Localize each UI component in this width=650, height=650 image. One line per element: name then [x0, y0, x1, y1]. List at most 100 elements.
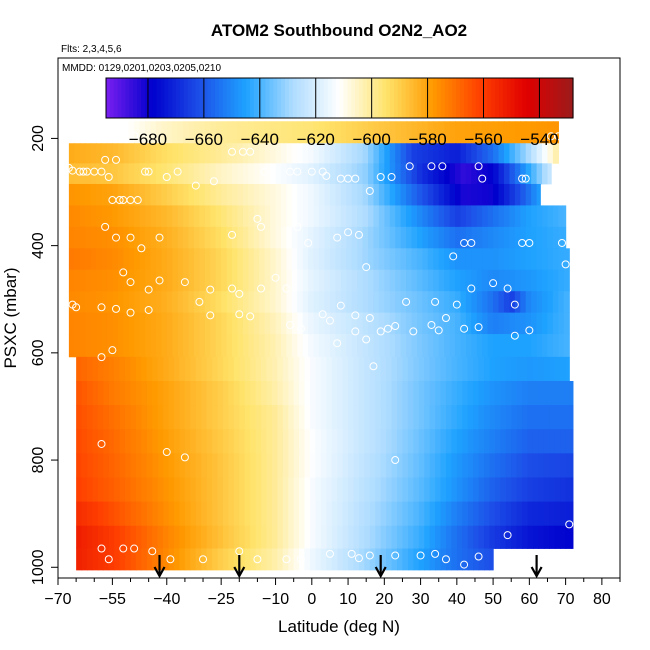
heatmap-cell: [531, 143, 538, 164]
heatmap-cell: [351, 291, 358, 314]
heatmap-cell: [465, 183, 472, 206]
heatmap-cell: [139, 226, 146, 249]
sample-point: [441, 555, 450, 564]
heatmap-cell: [565, 405, 572, 430]
heatmap-cell: [440, 356, 447, 382]
heatmap-cell: [340, 312, 347, 335]
heatmap-cell: [244, 356, 251, 382]
x-tick-label: 50: [484, 591, 502, 608]
heatmap-cell: [255, 429, 262, 454]
heatmap-cell: [293, 356, 300, 382]
colorbar-swatch: [545, 78, 551, 118]
heatmap-cell: [145, 269, 152, 292]
heatmap-cell: [357, 334, 364, 358]
heatmap-cell: [199, 121, 206, 144]
heatmap-cell: [277, 525, 284, 549]
heatmap-cell: [288, 405, 295, 430]
sample-point: [257, 284, 266, 293]
heatmap-cell: [487, 121, 494, 144]
sample-point: [554, 132, 563, 141]
sample-point: [97, 439, 106, 448]
heatmap-cell: [416, 205, 423, 228]
heatmap-cell: [193, 121, 201, 144]
heatmap-cell: [542, 291, 549, 314]
heatmap-cell: [193, 183, 201, 206]
heatmap-cell: [319, 334, 326, 358]
heatmap-cell: [424, 525, 431, 549]
heatmap-cell: [261, 405, 268, 430]
heatmap-cell: [449, 121, 456, 144]
heatmap-cell: [92, 405, 99, 430]
heatmap-cell: [106, 269, 113, 292]
sample-point: [101, 155, 110, 164]
heatmap-cell: [509, 312, 516, 335]
heatmap-cell: [233, 380, 240, 406]
heatmap-cell: [270, 143, 277, 164]
heatmap-cell: [536, 269, 543, 292]
heatmap-cell: [346, 226, 353, 249]
heatmap-cell: [68, 291, 75, 314]
heatmap-cell: [79, 143, 86, 164]
sample-point: [325, 316, 334, 325]
heatmap-cell: [340, 248, 347, 271]
heatmap-cell: [320, 405, 327, 430]
heatmap-cell: [407, 380, 414, 406]
sample-point: [365, 314, 374, 322]
heatmap-cell: [487, 205, 494, 228]
sample-point: [130, 544, 139, 553]
colorbar-swatch: [320, 78, 325, 118]
sample-point: [141, 167, 150, 176]
heatmap-cell: [266, 405, 273, 430]
heatmap-cell: [324, 291, 331, 314]
sample-point: [427, 320, 436, 329]
heatmap-cell: [368, 248, 375, 271]
heatmap-cell: [85, 312, 92, 335]
heatmap-cell: [79, 269, 86, 292]
heatmap-cell: [271, 477, 278, 502]
sample-point: [489, 279, 498, 288]
heatmap-cell: [221, 226, 228, 249]
heatmap-cell: [406, 334, 413, 358]
heatmap-cell: [378, 312, 385, 335]
heatmap-cell: [560, 525, 567, 549]
heatmap-cell: [123, 334, 130, 358]
heatmap-cell: [516, 356, 523, 382]
heatmap-cell: [204, 183, 211, 206]
heatmap-cell: [520, 183, 527, 206]
heatmap-cell: [406, 121, 413, 144]
heatmap-cell: [478, 405, 485, 430]
heatmap-cell: [253, 121, 260, 144]
heatmap-cell: [542, 269, 549, 292]
heatmap-cell: [337, 405, 344, 430]
heatmap-cell: [375, 453, 382, 478]
heatmap-cell: [266, 501, 273, 527]
colorbar-swatch: [483, 78, 488, 118]
heatmap-cell: [259, 291, 266, 314]
heatmap-cell: [451, 477, 458, 502]
heatmap-cell: [395, 121, 402, 144]
heatmap-cell: [489, 477, 496, 502]
sample-point: [235, 547, 244, 556]
heatmap-cell: [201, 380, 208, 406]
heatmap-cell: [549, 356, 556, 382]
sample-point: [126, 233, 135, 242]
heatmap-cell: [270, 183, 277, 206]
heatmap-cell: [413, 525, 420, 549]
heatmap-cell: [195, 356, 202, 382]
heatmap-cell: [108, 380, 115, 406]
heatmap-cell: [232, 291, 239, 314]
heatmap-cell: [542, 143, 549, 164]
heatmap-cell: [226, 205, 233, 228]
heatmap-cell: [465, 163, 472, 185]
heatmap-cell: [206, 429, 213, 454]
heatmap-cell: [369, 477, 376, 502]
heatmap-cell: [261, 548, 268, 571]
heatmap-cell: [188, 205, 195, 228]
heatmap-cell: [525, 226, 532, 249]
heatmap-cell: [248, 226, 255, 249]
heatmap-cell: [433, 334, 440, 358]
colorbar-swatch: [242, 78, 247, 118]
heatmap-cell: [161, 312, 168, 335]
heatmap-cell: [520, 163, 527, 185]
heatmap-cell: [212, 548, 219, 571]
